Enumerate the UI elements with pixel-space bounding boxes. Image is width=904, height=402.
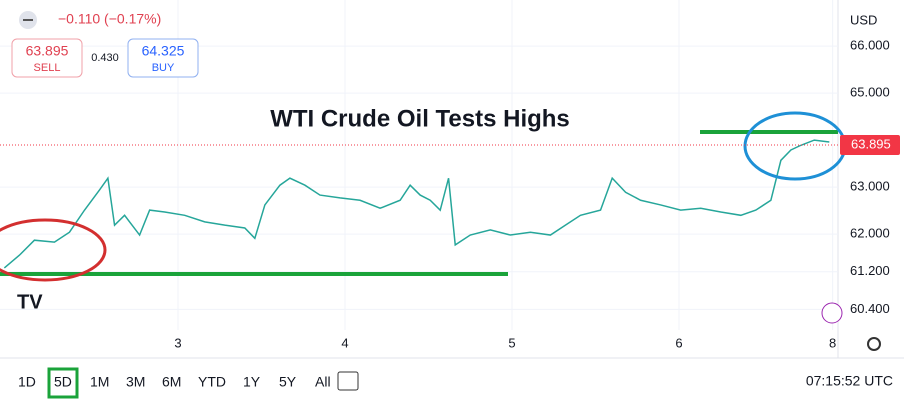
y-tick-label: 60.400: [850, 301, 890, 316]
sell-label: SELL: [34, 62, 61, 74]
logo: TV: [17, 291, 43, 313]
range-button[interactable]: 1D: [18, 374, 36, 390]
date-range-icon[interactable]: [337, 371, 359, 391]
currency-button[interactable]: [844, 8, 898, 34]
range-button[interactable]: YTD: [198, 374, 226, 390]
currency: USD: [850, 12, 877, 27]
sell-price: 63.895: [26, 43, 69, 59]
range-button[interactable]: 3M: [126, 374, 145, 390]
buy-label: BUY: [152, 62, 175, 74]
range-button[interactable]: 1Y: [243, 374, 261, 390]
range-button[interactable]: All: [315, 374, 331, 390]
x-tick-label: 4: [341, 335, 348, 350]
x-tick-label: 8: [829, 335, 836, 350]
x-tick-label: 3: [174, 335, 181, 350]
settings-icon[interactable]: [867, 337, 881, 351]
last-price-box: [840, 135, 900, 156]
price-change: −0.110 (−0.17%): [58, 11, 161, 27]
range-button[interactable]: 6M: [162, 374, 181, 390]
y-tick-label: 62.000: [850, 226, 890, 241]
clock: 07:15:52 UTC: [806, 373, 893, 389]
spread: 0.430: [91, 52, 119, 64]
y-tick-label: 61.200: [850, 263, 890, 278]
alert-icon[interactable]: [821, 302, 843, 324]
buy-button[interactable]: [127, 38, 199, 78]
buy-price: 64.325: [142, 43, 185, 59]
range-button[interactable]: 5D: [54, 374, 72, 390]
x-tick-label: 6: [675, 335, 682, 350]
range-button[interactable]: 1M: [90, 374, 109, 390]
price-line: [3, 139, 830, 269]
range-active: [47, 367, 79, 399]
range-button[interactable]: 5Y: [279, 374, 297, 390]
x-tick-label: 5: [508, 335, 515, 350]
chart-title: WTI Crude Oil Tests Highs: [270, 105, 570, 132]
last-price-label: 63.895: [851, 136, 891, 151]
y-tick-label: 63.000: [850, 179, 890, 194]
y-tick-label: 66.000: [850, 38, 890, 53]
sell-button[interactable]: [11, 38, 83, 78]
highlight-circle: [743, 111, 847, 181]
y-tick-label: 65.000: [850, 85, 890, 100]
highlight-circle: [0, 218, 107, 282]
